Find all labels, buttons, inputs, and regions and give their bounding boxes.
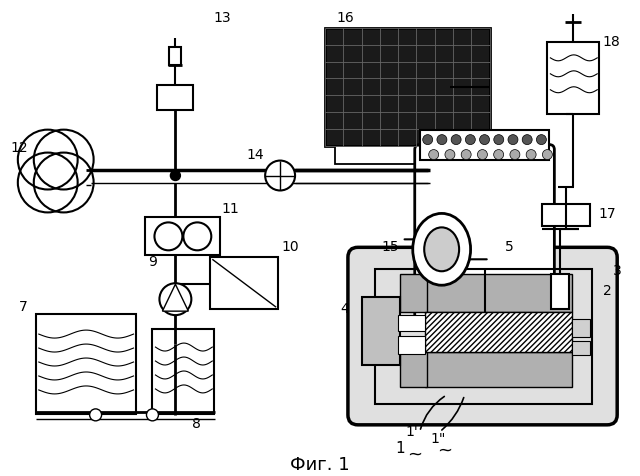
Bar (425, 312, 572, 352)
Circle shape (265, 160, 295, 190)
Text: 19: 19 (548, 294, 566, 308)
Text: 1": 1" (430, 432, 445, 446)
Circle shape (170, 170, 180, 180)
Bar (145, 218, 220, 255)
Bar (398, 315, 425, 331)
Text: 8: 8 (192, 417, 201, 431)
Bar (362, 297, 400, 365)
Text: 16: 16 (336, 11, 354, 25)
Bar (572, 341, 590, 355)
FancyBboxPatch shape (415, 145, 554, 329)
Bar (375, 269, 592, 404)
Circle shape (445, 149, 455, 159)
Circle shape (477, 149, 488, 159)
Bar (157, 85, 193, 109)
Circle shape (184, 222, 211, 250)
Text: 18: 18 (602, 35, 620, 49)
Bar (36, 314, 136, 414)
Bar (547, 42, 599, 114)
Circle shape (493, 149, 504, 159)
Circle shape (508, 135, 518, 145)
Text: ~: ~ (407, 446, 422, 464)
Text: 1': 1' (405, 425, 418, 439)
Text: 11: 11 (221, 202, 239, 217)
Circle shape (479, 135, 490, 145)
Circle shape (510, 149, 520, 159)
Bar (152, 329, 214, 414)
Polygon shape (163, 284, 188, 311)
Circle shape (422, 135, 433, 145)
Text: 14: 14 (246, 148, 264, 161)
Text: 6: 6 (430, 240, 439, 254)
Bar (542, 204, 590, 227)
Text: 9: 9 (148, 255, 157, 269)
Bar (552, 274, 570, 309)
Text: 2: 2 (603, 284, 612, 298)
Circle shape (429, 149, 438, 159)
Circle shape (437, 135, 447, 145)
Bar (400, 352, 427, 387)
Text: 15: 15 (381, 240, 399, 254)
Bar (425, 352, 572, 387)
Circle shape (465, 135, 476, 145)
Circle shape (536, 135, 547, 145)
Text: 7: 7 (19, 300, 27, 314)
Circle shape (542, 149, 552, 159)
Text: 13: 13 (214, 11, 231, 25)
Circle shape (494, 135, 504, 145)
Bar (398, 336, 425, 354)
Bar (211, 258, 278, 309)
Text: ~: ~ (437, 442, 452, 460)
Bar (420, 129, 549, 159)
Circle shape (451, 135, 461, 145)
Text: Фиг. 1: Фиг. 1 (290, 456, 350, 474)
Circle shape (90, 409, 102, 421)
Bar (325, 28, 490, 146)
Circle shape (522, 135, 532, 145)
FancyBboxPatch shape (348, 248, 617, 425)
Text: 1: 1 (395, 441, 404, 456)
Text: 10: 10 (281, 240, 299, 254)
Text: 3: 3 (613, 264, 621, 278)
Circle shape (526, 149, 536, 159)
Circle shape (159, 283, 191, 315)
Bar (572, 319, 590, 337)
Ellipse shape (413, 213, 470, 285)
Circle shape (154, 222, 182, 250)
Bar (170, 47, 181, 65)
Text: 12: 12 (10, 140, 28, 155)
Text: 4: 4 (340, 302, 349, 316)
Bar (335, 146, 479, 164)
Text: 5: 5 (505, 240, 514, 254)
Bar (400, 274, 427, 312)
Circle shape (461, 149, 471, 159)
Ellipse shape (424, 228, 459, 271)
Text: 17: 17 (598, 208, 616, 221)
Circle shape (147, 409, 159, 421)
Bar (425, 274, 572, 312)
